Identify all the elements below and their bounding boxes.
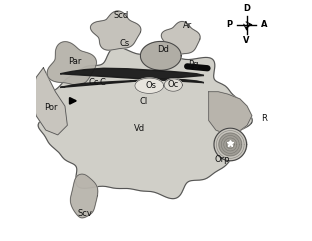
Text: Pg: Pg [188,60,198,69]
Text: Cc: Cc [88,78,99,87]
Text: Scd: Scd [114,11,129,20]
Text: R: R [261,114,267,123]
Polygon shape [214,128,246,161]
Text: Por: Por [44,103,58,112]
Polygon shape [164,79,182,91]
Text: Cl: Cl [140,97,148,106]
Text: A: A [261,20,267,29]
Text: Os: Os [146,80,157,90]
Polygon shape [209,92,252,135]
Polygon shape [161,21,200,55]
Polygon shape [38,47,252,199]
Polygon shape [90,11,141,50]
Polygon shape [135,78,164,94]
Text: Oc: Oc [167,80,178,89]
Text: V: V [243,36,250,46]
Text: Dd: Dd [157,45,169,54]
Polygon shape [60,68,204,87]
Text: Cs: Cs [120,39,130,48]
Text: Orp: Orp [214,155,230,164]
Polygon shape [219,133,242,156]
Text: P: P [226,20,232,29]
Text: D: D [243,4,250,13]
Polygon shape [71,174,98,218]
Polygon shape [140,41,181,70]
Text: C: C [100,78,106,87]
Text: Par: Par [68,57,81,66]
Text: Vd: Vd [134,124,145,133]
Text: Scv: Scv [78,209,93,218]
Polygon shape [47,42,96,85]
Text: Ar: Ar [183,21,192,30]
Polygon shape [32,68,67,135]
